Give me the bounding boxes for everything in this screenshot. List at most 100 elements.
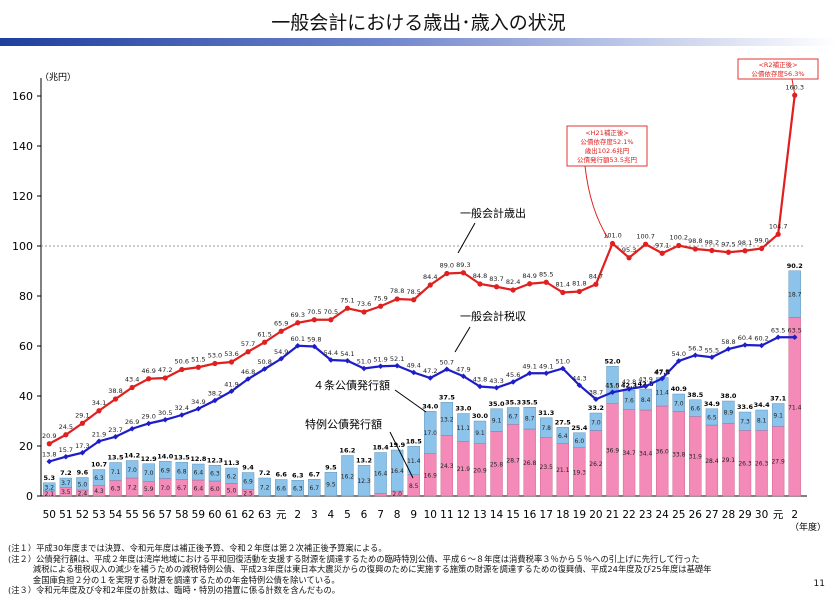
bar-deficit-value: 2.1 — [45, 491, 55, 498]
bar-total-label: 13.5 — [108, 454, 125, 462]
spending-data-label: 98.2 — [705, 239, 719, 247]
bar-deficit-value: 28.7 — [506, 458, 520, 465]
tax-data-label: 60.1 — [291, 335, 305, 343]
bar-construction-value: 6.4 — [558, 433, 568, 440]
tax-data-label: 56.3 — [688, 344, 702, 352]
y-tick-label: 60 — [19, 340, 33, 353]
x-tick-label: 61 — [225, 509, 238, 521]
bar-construction-bond — [506, 407, 520, 425]
x-tick-label: 12 — [457, 509, 470, 521]
annotation-spending: 一般会計歳出 — [460, 206, 526, 220]
tax-data-label: 49.1 — [539, 362, 553, 370]
tax-data-label: 13.8 — [42, 451, 56, 459]
bar-construction-value: 6.3 — [94, 475, 104, 482]
x-tick-label: 6 — [361, 509, 368, 521]
x-tick-label: 63 — [258, 509, 271, 521]
bar-total-label: 5.3 — [44, 474, 56, 482]
x-tick-label: 57 — [159, 509, 172, 521]
tax-data-label: 59.8 — [307, 336, 321, 344]
x-tick-label: 62 — [241, 509, 254, 521]
bar-construction-bond — [722, 400, 735, 424]
spending-point — [742, 248, 748, 254]
bar-construction-bond — [208, 465, 222, 482]
bar-total-label: 9.4 — [242, 464, 254, 472]
spending-point — [510, 287, 516, 293]
bar-deficit-value: 6.0 — [210, 486, 220, 493]
bar-construction-value: 17.0 — [424, 430, 438, 437]
tax-point — [129, 425, 135, 432]
tax-point — [410, 369, 417, 376]
bar-construction-bond — [440, 402, 454, 436]
bar-total-label: 34.4 — [754, 401, 771, 409]
bar-deficit-value: 2.5 — [243, 490, 253, 497]
bar-total-label: 12.9 — [141, 455, 158, 463]
tax-data-label: 41.5 — [605, 381, 619, 389]
bar-construction-bond — [225, 467, 238, 484]
bar-deficit-value: 36.9 — [606, 447, 620, 454]
callout-h21-box — [566, 125, 648, 167]
tax-data-label: 49.4 — [406, 362, 420, 370]
bar-construction-bond — [705, 408, 719, 426]
tax-data-label: 50.7 — [440, 358, 454, 366]
x-tick-label: 60 — [208, 509, 221, 521]
bar-total-label: 11.3 — [223, 459, 239, 467]
tax-data-label: 63.5 — [771, 326, 785, 334]
tax-point — [46, 458, 53, 465]
bar-construction-value: 8.7 — [525, 416, 535, 423]
bar-construction-bond — [76, 477, 89, 491]
tax-point — [311, 343, 318, 350]
spending-point — [394, 296, 400, 302]
bar-construction-bond — [258, 477, 271, 497]
bar-deficit-value: 6.3 — [111, 486, 121, 493]
bar-deficit-value: 26.3 — [738, 461, 752, 468]
bar-total-label: 18.4 — [373, 444, 390, 452]
footnote-2-cont: 減税による租税収入の減少を補うための減税特例公債、平成23年度は東日本大震災から… — [8, 564, 712, 575]
spending-data-label: 99.0 — [754, 237, 768, 245]
tax-point — [725, 346, 732, 352]
x-tick-label: 8 — [394, 509, 401, 521]
tax-data-label: 29.0 — [141, 413, 155, 421]
bar-construction-bond — [523, 407, 536, 430]
spending-data-label: 98.1 — [738, 239, 752, 247]
tax-point — [609, 389, 616, 396]
bar-construction-value: 6.7 — [310, 485, 320, 492]
x-tick-label: 23 — [639, 509, 652, 521]
tax-data-label: 50.8 — [257, 358, 271, 366]
tax-data-label: 26.9 — [125, 418, 139, 426]
x-tick-label: 16 — [523, 509, 537, 521]
callout-r2-text: <R2補正後> — [758, 60, 797, 69]
bar-deficit-value: 36.0 — [656, 449, 670, 456]
bar-total-label: 16.2 — [339, 447, 355, 455]
bar-total-label: 9.6 — [77, 469, 89, 477]
y-axis-label: （兆円） — [40, 72, 76, 83]
spending-point — [427, 282, 433, 288]
tax-point — [460, 373, 467, 380]
x-tick-label: 25 — [672, 509, 685, 521]
bar-construction-value: 8.4 — [641, 397, 651, 404]
tax-point — [96, 438, 102, 445]
bar-construction-value: 6.3 — [293, 486, 303, 493]
spending-data-label: 38.8 — [108, 387, 122, 395]
annotation-tax-arrow — [454, 326, 471, 353]
footnote-3: (注３）令和元年度及び令和2年度の計数は、臨時・特別の措置に係る計数を含んだもの… — [8, 585, 341, 596]
tax-data-label: 52.1 — [390, 355, 404, 363]
bar-total-label: 7.2 — [60, 469, 72, 477]
spending-point — [262, 339, 268, 345]
annotation-deficit-bond: 特例公債発行額 — [305, 417, 382, 431]
spending-point — [146, 376, 152, 382]
spending-data-label: 65.9 — [274, 319, 288, 327]
bar-construction-value: 16.4 — [374, 471, 388, 478]
y-tick-label: 80 — [19, 290, 33, 303]
bar-total-label: 31.3 — [538, 409, 554, 417]
bar-deficit-value: 24.3 — [440, 463, 454, 470]
callout-r2-pointer — [791, 78, 796, 97]
bar-construction-value: 6.8 — [177, 468, 187, 475]
bar-construction-value: 16.4 — [390, 468, 404, 475]
bar-total-label: 35.0 — [489, 400, 506, 408]
x-tick-label: 17 — [540, 509, 553, 521]
bar-deficit-value: 4.3 — [94, 488, 104, 495]
spending-point — [79, 420, 86, 426]
bar-construction-bond — [390, 449, 404, 492]
x-tick-label: 56 — [142, 509, 156, 521]
spending-point — [643, 241, 649, 247]
